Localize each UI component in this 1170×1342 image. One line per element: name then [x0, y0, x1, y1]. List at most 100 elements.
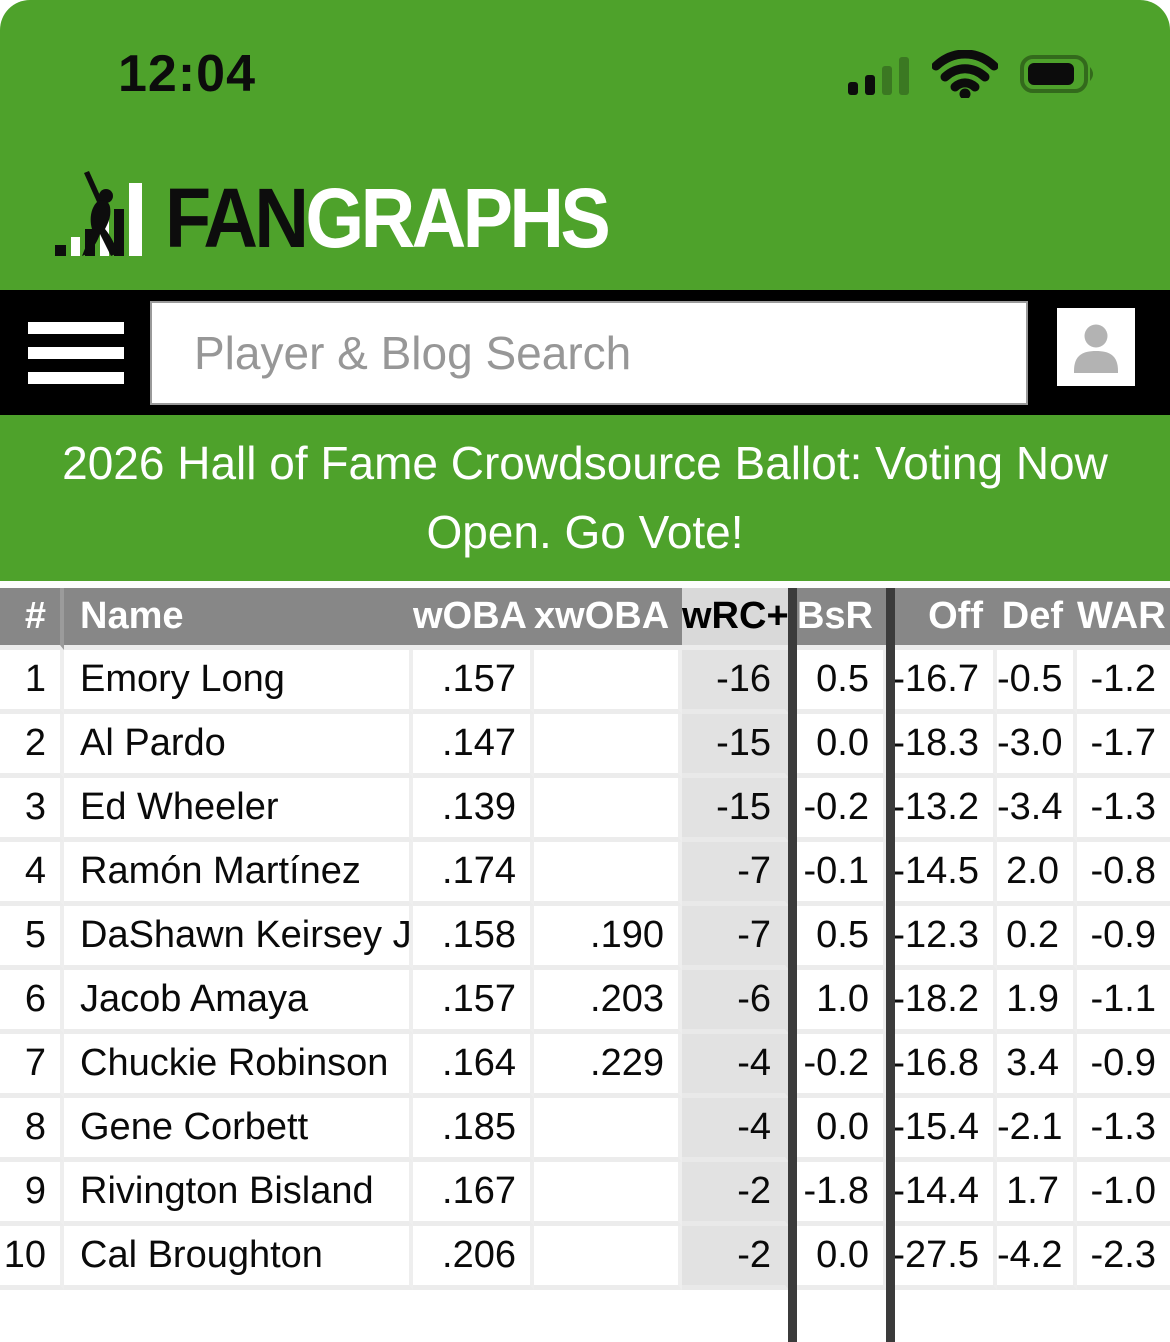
header-war[interactable]: WAR [1077, 588, 1170, 650]
cell-woba: .164 [413, 1034, 534, 1098]
cell-name[interactable]: Ed Wheeler [64, 778, 413, 842]
cell-woba: .185 [413, 1098, 534, 1162]
app-header: 12:04 [0, 0, 1170, 290]
cell-xwoba [534, 1226, 682, 1290]
status-icons [848, 50, 1096, 98]
announcement-banner[interactable]: 2026 Hall of Fame Crowdsource Ballot: Vo… [0, 415, 1170, 581]
header-off[interactable]: Off [887, 588, 997, 650]
header-woba[interactable]: wOBA [413, 588, 534, 650]
stats-table: # Name wOBA xwOBA wRC+ BsR Off Def WAR 1… [0, 588, 1170, 1342]
cell-name[interactable]: Chuckie Robinson [64, 1034, 413, 1098]
cell-off: -14.5 [887, 842, 997, 906]
menu-button[interactable] [28, 321, 124, 384]
cell-bsr: 0.5 [789, 906, 887, 970]
header-bsr[interactable]: BsR [789, 588, 887, 650]
cell-bsr: 1.0 [789, 970, 887, 1034]
cell-name[interactable]: Rivington Bisland [64, 1162, 413, 1226]
cell-rank: 6 [0, 970, 64, 1034]
table-row: 3 Ed Wheeler .139 -15 -0.2 -13.2 -3.4 -1.3 [0, 778, 1170, 842]
hamburger-bar [28, 371, 124, 384]
cell-bsr: -1.8 [789, 1162, 887, 1226]
cell-off: -16.7 [887, 650, 997, 714]
cell-name[interactable]: Ramón Martínez [64, 842, 413, 906]
wrc-plus-column-divider [788, 588, 797, 1342]
cell-bsr: -0.2 [789, 1034, 887, 1098]
table-row: 4 Ramón Martínez .174 -7 -0.1 -14.5 2.0 -0.8 [0, 842, 1170, 906]
cell-name[interactable]: Al Pardo [64, 714, 413, 778]
account-button[interactable] [1057, 308, 1135, 386]
cell-bsr: 0.0 [789, 1226, 887, 1290]
battery-icon [1020, 55, 1093, 93]
cell-woba: .157 [413, 650, 534, 714]
table-row: 6 Jacob Amaya .157.203 -6 1.0 -18.2 1.9 -1.1 [0, 970, 1170, 1034]
cell-wrc: -7 [682, 842, 789, 906]
cell-woba: .147 [413, 714, 534, 778]
search-input[interactable] [152, 303, 1026, 403]
cell-xwoba [534, 1098, 682, 1162]
status-bar: 12:04 [0, 0, 1170, 104]
cell-off: -27.5 [887, 1226, 997, 1290]
cell-xwoba: .203 [534, 970, 682, 1034]
table-row: 9 Rivington Bisland .167 -2 -1.8 -14.4 1.7 -1.0 [0, 1162, 1170, 1226]
cell-name[interactable]: Gene Corbett [64, 1098, 413, 1162]
cell-rank: 4 [0, 842, 64, 906]
cell-off: -18.2 [887, 970, 997, 1034]
cell-rank: 2 [0, 714, 64, 778]
cell-off: -13.2 [887, 778, 997, 842]
logo-fan-text: FAN [165, 170, 309, 265]
table-row: 1 Emory Long .157 -16 0.5 -16.7 -0.5 -1.2 [0, 650, 1170, 714]
cell-woba: .167 [413, 1162, 534, 1226]
cell-rank: 9 [0, 1162, 64, 1226]
cell-wrc: -7 [682, 906, 789, 970]
cell-wrc: -15 [682, 778, 789, 842]
cell-rank: 5 [0, 906, 64, 970]
section-divider [0, 581, 1170, 588]
header-rank[interactable]: # [0, 588, 64, 650]
cell-def: 3.4 [997, 1034, 1077, 1098]
announcement-text: 2026 Hall of Fame Crowdsource Ballot: Vo… [62, 437, 1108, 558]
table-row: 8 Gene Corbett .185 -4 0.0 -15.4 -2.1 -1.3 [0, 1098, 1170, 1162]
cell-wrc: -2 [682, 1226, 789, 1290]
cell-wrc: -6 [682, 970, 789, 1034]
cell-war: -1.7 [1077, 714, 1170, 778]
cell-def: 2.0 [997, 842, 1077, 906]
header-wrc-plus[interactable]: wRC+ [682, 588, 789, 650]
cell-def: -2.1 [997, 1098, 1077, 1162]
cell-def: 1.7 [997, 1162, 1077, 1226]
cell-wrc: -4 [682, 1034, 789, 1098]
cell-def: 0.2 [997, 906, 1077, 970]
header-name[interactable]: Name [64, 588, 413, 650]
cell-def: -0.5 [997, 650, 1077, 714]
cell-rank: 3 [0, 778, 64, 842]
cell-war: -1.1 [1077, 970, 1170, 1034]
leaderboard-table: # Name wOBA xwOBA wRC+ BsR Off Def WAR 1… [0, 588, 1170, 1290]
cell-wrc: -4 [682, 1098, 789, 1162]
cell-name[interactable]: Emory Long [64, 650, 413, 714]
person-icon [1074, 324, 1118, 373]
table-row: 7 Chuckie Robinson .164.229 -4 -0.2 -16.8 3.4-… [0, 1034, 1170, 1098]
cell-name[interactable]: DaShawn Keirsey Jr. [64, 906, 413, 970]
fangraphs-logo[interactable]: FAN GRAPHS [55, 169, 656, 265]
hamburger-bar [28, 321, 124, 334]
cell-rank: 8 [0, 1098, 64, 1162]
cell-name[interactable]: Jacob Amaya [64, 970, 413, 1034]
cell-off: -12.3 [887, 906, 997, 970]
cell-off: -14.4 [887, 1162, 997, 1226]
cell-xwoba [534, 778, 682, 842]
search-box [150, 301, 1028, 405]
status-time: 12:04 [118, 45, 256, 103]
cell-bsr: -0.2 [789, 778, 887, 842]
stats-table-body: 1 Emory Long .157 -16 0.5 -16.7 -0.5 -1.2 2 Al Pa… [0, 650, 1170, 1290]
cell-wrc: -16 [682, 650, 789, 714]
cell-war: -1.3 [1077, 778, 1170, 842]
cell-rank: 10 [0, 1226, 64, 1290]
cell-rank: 1 [0, 650, 64, 714]
cellular-signal-icon [848, 57, 909, 95]
cell-war: -0.8 [1077, 842, 1170, 906]
cell-xwoba: .190 [534, 906, 682, 970]
header-def[interactable]: Def [997, 588, 1077, 650]
cell-name[interactable]: Cal Broughton [64, 1226, 413, 1290]
header-xwoba[interactable]: xwOBA [534, 588, 682, 650]
cell-wrc: -2 [682, 1162, 789, 1226]
